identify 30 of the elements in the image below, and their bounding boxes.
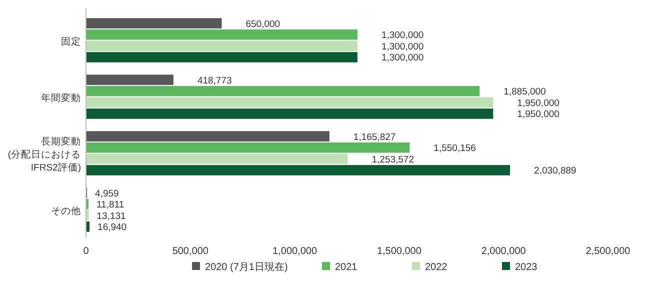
legend-label: 2022 bbox=[425, 262, 448, 273]
y-tick-label: 年間変動 bbox=[41, 92, 81, 104]
data-label: 418,773 bbox=[197, 75, 232, 86]
legend-label: 2023 bbox=[515, 262, 538, 273]
data-label: 1,300,000 bbox=[381, 30, 424, 42]
data-label: 16,940 bbox=[98, 222, 127, 234]
x-tick-label: 2,500,000 bbox=[586, 246, 631, 257]
data-label: 4,959 bbox=[95, 188, 119, 200]
y-tick-label: 長期変動 (分配日における IFRS2評価) bbox=[8, 135, 81, 174]
legend-label: 2020 (7月1日現在) bbox=[205, 261, 288, 273]
data-label: 650,000 bbox=[246, 18, 280, 30]
data-label: 1,550,156 bbox=[434, 143, 476, 154]
data-label: 1,885,000 bbox=[504, 86, 546, 98]
x-tick-label: 1,500,000 bbox=[376, 246, 422, 257]
x-tick-label: 500,000 bbox=[172, 246, 209, 257]
x-tick-label: 2,000,000 bbox=[481, 246, 526, 257]
data-label: 1,253,572 bbox=[372, 154, 414, 166]
data-label: 1,300,000 bbox=[381, 52, 424, 64]
data-label: 1,165,827 bbox=[353, 132, 396, 143]
y-tick-label: その他 bbox=[51, 204, 81, 217]
data-label: 1,300,000 bbox=[381, 41, 424, 52]
data-label: 1,950,000 bbox=[517, 98, 560, 109]
data-label: 2,030,889 bbox=[534, 166, 576, 177]
data-label: 13,131 bbox=[96, 210, 126, 222]
x-tick-label: 1,000,000 bbox=[272, 246, 318, 257]
y-tick-label: 固定 bbox=[61, 35, 81, 48]
legend-label: 2021 bbox=[335, 262, 358, 273]
x-tick-label: 0 bbox=[83, 246, 90, 257]
data-label: 1,950,000 bbox=[517, 109, 560, 120]
data-label: 11,811 bbox=[96, 200, 124, 211]
